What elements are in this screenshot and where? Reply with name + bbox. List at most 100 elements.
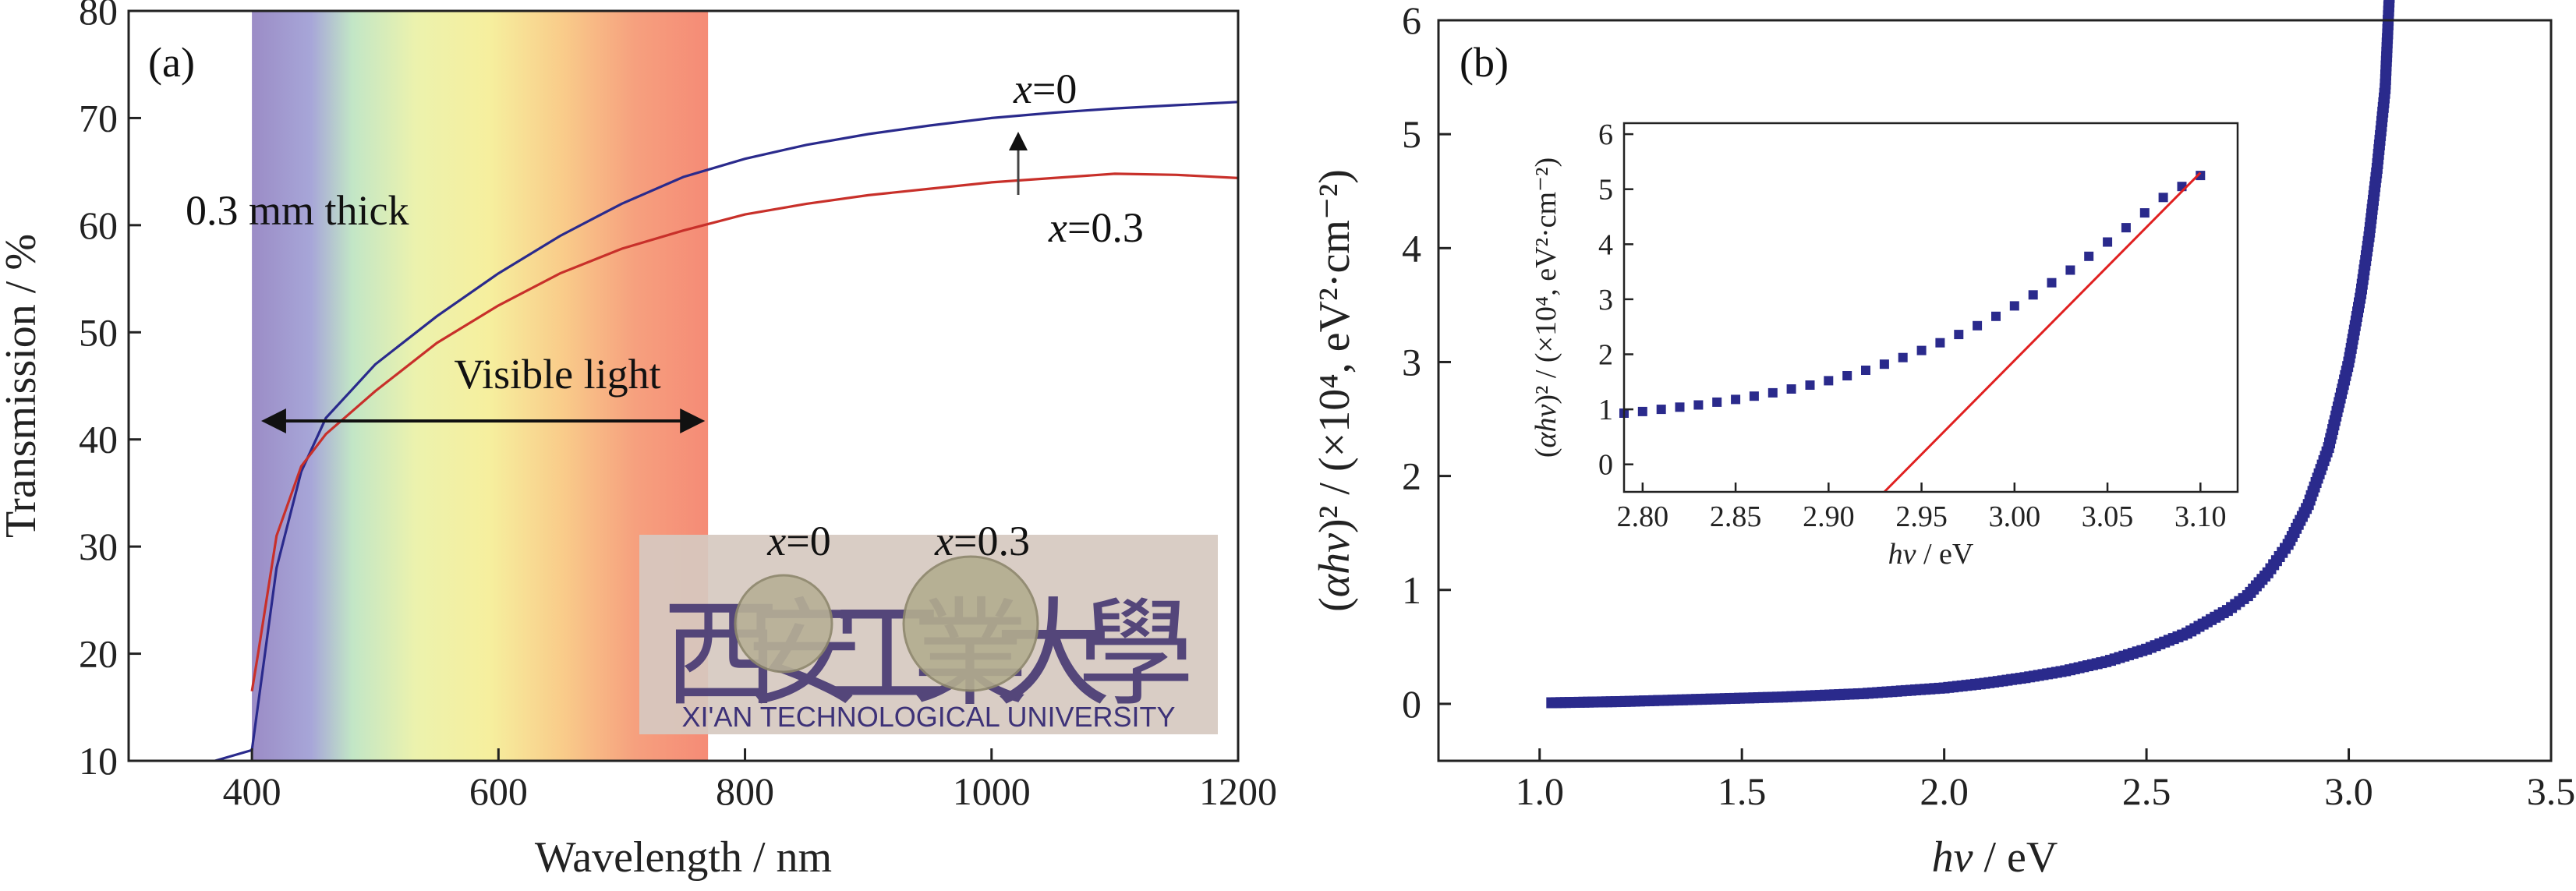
inset-frame bbox=[1622, 122, 2239, 493]
inset-point bbox=[2158, 193, 2168, 203]
visible-light-band bbox=[252, 11, 709, 761]
inset-point bbox=[2139, 208, 2150, 218]
inset-label-x0: x=0 bbox=[766, 518, 830, 564]
axis-ticks-a: 400 600 800 1000 1200 10 20 30 40 50 60 70 80 bbox=[79, 0, 1277, 813]
plot-frame-b bbox=[1437, 19, 2553, 762]
inset-point bbox=[1935, 338, 1945, 348]
x-axis-label-a: Wavelength / nm bbox=[535, 833, 832, 882]
inset-point bbox=[1898, 352, 1908, 362]
inset-point bbox=[2121, 223, 2131, 233]
inset-point bbox=[1693, 400, 1704, 410]
x-tick-label-a: 600 bbox=[469, 769, 528, 813]
x-tick-label-b: 2.0 bbox=[1920, 769, 1969, 813]
y-tick-label-a: 50 bbox=[79, 310, 118, 354]
inset-axis-ticks: 2.80 2.85 2.90 2.95 3.00 3.05 3.10 0 1 2 3 4 5 6 bbox=[1598, 118, 2227, 533]
x-tick-label-a: 1000 bbox=[953, 769, 1031, 813]
inset-y-tick-label: 5 bbox=[1598, 174, 1613, 207]
inset-y-tick-label: 2 bbox=[1598, 339, 1613, 372]
inset-label-x03: x=0.3 bbox=[934, 518, 1030, 564]
inset-point bbox=[1786, 384, 1796, 394]
y-tick-label-a: 20 bbox=[79, 632, 118, 676]
inset-point bbox=[1767, 387, 1778, 398]
inset-y-tick-label: 6 bbox=[1598, 118, 1613, 151]
thickness-annotation: 0.3 mm thick bbox=[186, 187, 409, 234]
inset-point bbox=[1916, 345, 1927, 355]
inset-point bbox=[2047, 278, 2057, 288]
y-tick-label-a: 60 bbox=[79, 203, 118, 247]
visible-light-label: Visible light bbox=[454, 351, 660, 398]
inset-point bbox=[2196, 171, 2206, 181]
inset-photo: 西安工業大學 x=0 x=0.3 XI'AN TECHNOLOGICAL UNI… bbox=[639, 518, 1218, 734]
inset-point bbox=[2028, 290, 2038, 300]
x-tick-label-a: 800 bbox=[716, 769, 774, 813]
inset-point bbox=[1712, 397, 1722, 407]
inset-point bbox=[1879, 359, 1889, 369]
inset-y-tick-label: 3 bbox=[1598, 284, 1613, 316]
inset-point bbox=[1954, 330, 1964, 340]
scatter-point bbox=[2383, 0, 2395, 8]
x-tick-label-b: 1.5 bbox=[1718, 769, 1767, 813]
sample-disc-x03 bbox=[902, 555, 1039, 692]
plot-series-a bbox=[214, 101, 1239, 762]
y-tick-label-b: 5 bbox=[1402, 112, 1421, 156]
inset-point bbox=[1656, 405, 1666, 415]
inset-y-tick-label: 1 bbox=[1598, 394, 1613, 426]
x-tick-label-b: 2.5 bbox=[2122, 769, 2171, 813]
x-tick-label-b: 1.0 bbox=[1515, 769, 1564, 813]
sample-disc-x0 bbox=[734, 574, 833, 674]
series-label-x03: x=0.3 bbox=[1048, 204, 1144, 251]
inset-photo-caption: XI'AN TECHNOLOGICAL UNIVERSITY bbox=[681, 701, 1175, 733]
scatter-points-b bbox=[1546, 0, 2395, 709]
scatter-point bbox=[2383, 0, 2395, 3]
inset-point bbox=[1824, 376, 1834, 386]
inset-point bbox=[2103, 237, 2113, 247]
y-tick-label-b: 0 bbox=[1402, 682, 1421, 726]
series-label-x0: x=0 bbox=[1013, 65, 1077, 112]
inset-x-tick-label: 3.10 bbox=[2174, 500, 2227, 533]
inset-x-tick-label: 2.90 bbox=[1803, 500, 1855, 533]
x-tick-label-a: 1200 bbox=[1199, 769, 1277, 813]
inset-point bbox=[1749, 391, 1759, 401]
inset-point bbox=[1973, 320, 1983, 331]
panel-a: 西安工業大學 x=0 x=0.3 XI'AN TECHNOLOGICAL UNI… bbox=[0, 0, 1277, 882]
y-tick-label-a: 40 bbox=[79, 418, 118, 461]
y-axis-label-b: (αhν)² / (×10⁴, eV²·cm⁻²) bbox=[1311, 169, 1359, 612]
series-line-x03 bbox=[250, 172, 1239, 691]
inset-x-tick-label: 2.80 bbox=[1617, 500, 1669, 533]
panel-label-a: (a) bbox=[148, 39, 195, 86]
plot-frame-a bbox=[127, 9, 1240, 762]
inset-y-axis-label: (αhν)² / (×10⁴, eV²·cm⁻²) bbox=[1530, 157, 1562, 458]
inset-x-tick-label: 2.85 bbox=[1710, 500, 1762, 533]
inset-x-tick-label: 3.00 bbox=[1989, 500, 2041, 533]
y-tick-label-a: 80 bbox=[79, 0, 118, 33]
inset-x-axis-label: hν / eV bbox=[1888, 538, 1974, 571]
x-axis-label-b: hν / eV bbox=[1932, 833, 2058, 882]
y-tick-label-a: 30 bbox=[79, 525, 118, 568]
y-tick-label-b: 1 bbox=[1402, 568, 1421, 612]
y-tick-label-b: 2 bbox=[1402, 454, 1421, 498]
inset-fit-line bbox=[1883, 171, 2202, 493]
inset-point bbox=[1805, 380, 1815, 390]
inset-point bbox=[2065, 265, 2075, 275]
inset-chart: 2.80 2.85 2.90 2.95 3.00 3.05 3.10 0 1 2 3 4 5 6 hν /… bbox=[1530, 118, 2239, 571]
panel-b: 1.0 1.5 2.0 2.5 3.0 3.5 0 1 2 3 4 5 6 (b) hν / eV (α… bbox=[1311, 0, 2575, 882]
y-tick-label-a: 10 bbox=[79, 739, 118, 783]
axis-ticks-b: 1.0 1.5 2.0 2.5 3.0 3.5 0 1 2 3 4 5 6 bbox=[1402, 0, 2575, 813]
inset-y-tick-label: 0 bbox=[1598, 449, 1613, 482]
inset-background bbox=[1624, 123, 2238, 492]
inset-x-tick-label: 2.95 bbox=[1895, 500, 1948, 533]
panel-label-b: (b) bbox=[1460, 39, 1509, 86]
inset-x-tick-label: 3.05 bbox=[2082, 500, 2134, 533]
x-tick-label-b: 3.0 bbox=[2324, 769, 2373, 813]
inset-point bbox=[1842, 371, 1852, 380]
y-axis-label-a: Transmission / % bbox=[0, 234, 45, 538]
inset-point bbox=[1731, 394, 1741, 405]
inset-points bbox=[1619, 171, 2206, 418]
inset-point bbox=[1991, 311, 2001, 321]
y-tick-label-b: 4 bbox=[1402, 226, 1421, 270]
inset-point bbox=[1861, 366, 1870, 375]
inset-point bbox=[2009, 301, 2019, 311]
x-tick-label-b: 3.5 bbox=[2527, 769, 2576, 813]
x-tick-label-a: 400 bbox=[223, 769, 281, 813]
